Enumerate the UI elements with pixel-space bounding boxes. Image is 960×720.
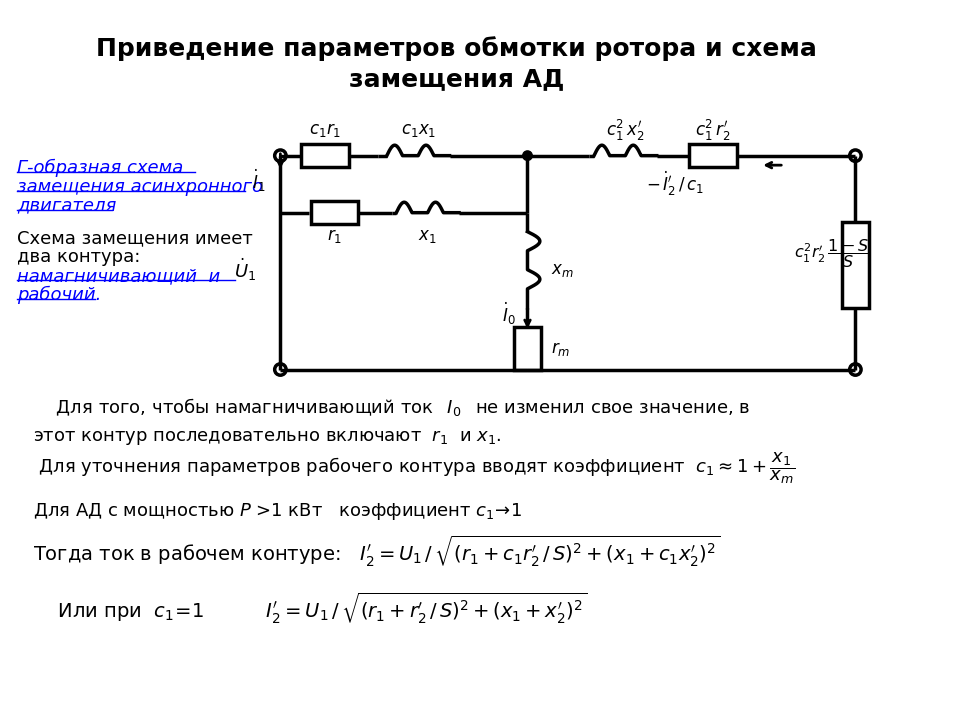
Text: $\dot{I}_1$: $\dot{I}_1$	[252, 168, 265, 194]
Text: Для уточнения параметров рабочего контура вводят коэффициент  $c_1 \approx 1+\df: Для уточнения параметров рабочего контур…	[34, 450, 796, 486]
Text: замещения АД: замещения АД	[348, 68, 564, 91]
Text: $c_1r_1$: $c_1r_1$	[309, 121, 341, 139]
Text: $c_1x_1$: $c_1x_1$	[400, 121, 436, 139]
Text: $c_1^2 r_2'\,\dfrac{1-S}{S}$: $c_1^2 r_2'\,\dfrac{1-S}{S}$	[794, 237, 870, 270]
Text: $r_1$: $r_1$	[327, 228, 342, 246]
Bar	[311, 202, 358, 224]
Text: двигателя: двигателя	[17, 197, 116, 215]
Circle shape	[523, 151, 532, 161]
Text: Схема замещения имеет: Схема замещения имеет	[17, 229, 252, 247]
Text: Г-образная схема: Г-образная схема	[17, 158, 183, 176]
Bar	[842, 222, 869, 307]
Text: $\dot{U}_1$: $\dot{U}_1$	[234, 256, 256, 283]
Text: этот контур последовательно включают  $r_1$  и $x_1$.: этот контур последовательно включают $r_…	[34, 428, 502, 447]
Bar	[301, 144, 348, 167]
Text: замещения асинхронного: замещения асинхронного	[17, 178, 263, 196]
Text: $-\,\dot{I}_2'\,/\,c_1$: $-\,\dot{I}_2'\,/\,c_1$	[646, 170, 704, 198]
Text: намагничивающий  и: намагничивающий и	[17, 267, 221, 285]
Text: Приведение параметров обмотки ротора и схема: Приведение параметров обмотки ротора и с…	[96, 36, 817, 60]
Text: два контура:: два контура:	[17, 248, 140, 266]
Text: рабочий.: рабочий.	[17, 286, 102, 304]
Bar	[689, 144, 736, 167]
Text: $c_1^2\,r_2'$: $c_1^2\,r_2'$	[695, 117, 731, 143]
Text: $x_1$: $x_1$	[419, 228, 437, 246]
Bar	[515, 327, 540, 371]
Text: $r_m$: $r_m$	[551, 340, 570, 358]
Text: $x_m$: $x_m$	[551, 261, 574, 279]
Text: Для того, чтобы намагничивающий ток  $\,I_0\,$  не изменил свое значение, в: Для того, чтобы намагничивающий ток $\,I…	[34, 396, 751, 418]
Text: Тогда ток в рабочем контуре:   $I_2' = U_1\,/\,\sqrt{(r_1 + c_1 r_2'\,/\,S)^2 + : Тогда ток в рабочем контуре: $I_2' = U_1…	[34, 534, 721, 570]
Text: Или при  $c_1\!=\!1$          $I_2' = U_1\,/\,\sqrt{(r_1 + r_2'\,/\,S)^2 + (x_1 : Или при $c_1\!=\!1$ $I_2' = U_1\,/\,\sqr…	[34, 591, 588, 626]
Text: $c_1^2\,x_2'$: $c_1^2\,x_2'$	[606, 117, 645, 143]
Text: Для АД с мощностью $P$ >1 кВт   коэффициент $c_1\!\rightarrow\!1$: Для АД с мощностью $P$ >1 кВт коэффициен…	[34, 500, 522, 522]
Text: $\dot{I}_0$: $\dot{I}_0$	[502, 302, 516, 328]
